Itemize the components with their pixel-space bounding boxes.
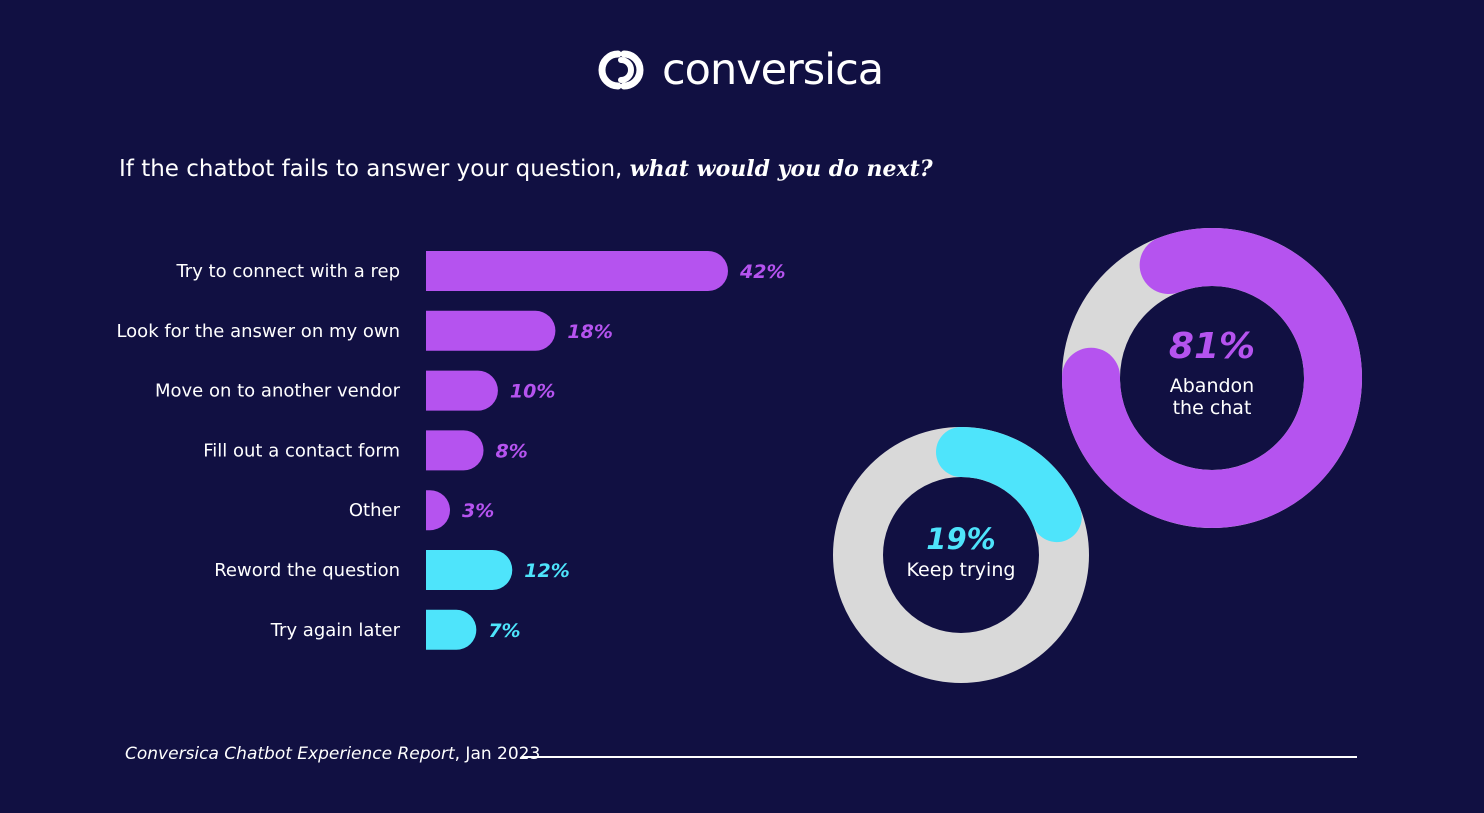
bar-label-5: Other [349, 500, 401, 521]
donut-abandon-label-1: Abandon [1170, 375, 1254, 397]
chart-title: If the chatbot fails to answer your ques… [119, 156, 933, 182]
bar-1 [426, 251, 728, 291]
bar-value-6: 12% [524, 560, 569, 582]
bar-value-7: 7% [488, 620, 520, 642]
bar-label-1: Try to connect with a rep [175, 261, 400, 282]
title-main: If the chatbot fails to answer your ques… [119, 156, 630, 182]
bar-7 [426, 609, 477, 650]
bar-5 [426, 490, 450, 531]
donut-keep-trying-chart: 19% Keep trying [833, 427, 1089, 683]
footer-divider [522, 756, 1357, 758]
bar-label-4: Fill out a contact form [203, 440, 400, 461]
donut-abandon-label-2: the chat [1173, 397, 1252, 419]
bar-2 [426, 310, 556, 351]
brand-logo: conversica [592, 44, 884, 96]
bar-value-2: 18% [567, 321, 612, 343]
donut-abandon-percent: 81% [1169, 326, 1255, 367]
bar-label-2: Look for the answer on my own [116, 321, 400, 342]
footer-source: Conversica Chatbot Experience Report [125, 744, 455, 764]
bar-6 [426, 550, 513, 590]
donut-keep-trying-arc [936, 427, 1082, 543]
bar-label-7: Try again later [270, 620, 401, 641]
bar-label-6: Reword the question [214, 560, 400, 581]
bar-label-3: Move on to another vendor [155, 381, 401, 402]
bar-4 [426, 430, 484, 471]
donut-abandon-arc [1062, 228, 1362, 528]
bar-3 [426, 370, 498, 411]
donut-keep-trying-label-1: Keep trying [907, 559, 1016, 581]
bar-value-1: 42% [739, 261, 785, 283]
bar-value-3: 10% [510, 381, 555, 403]
footer-citation: Conversica Chatbot Experience Report, Ja… [125, 744, 540, 764]
interlocking-rings-icon [598, 50, 644, 90]
footer-date: , Jan 2023 [454, 744, 541, 764]
donut-keep-trying-percent: 19% [926, 522, 995, 556]
bar-chart: Try to connect with a rep 42% Look for the… [116, 251, 785, 650]
bar-value-5: 3% [462, 500, 494, 522]
title-emphasis: what would you do next? [629, 156, 933, 182]
brand-name: conversica [662, 45, 884, 95]
bar-value-4: 8% [496, 440, 528, 462]
